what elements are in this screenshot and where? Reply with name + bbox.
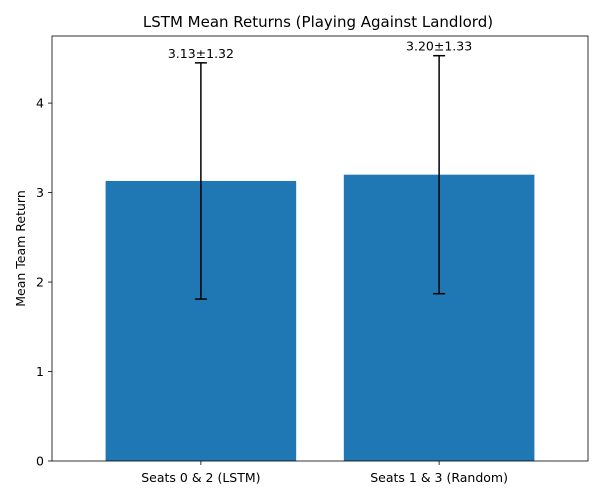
y-tick-label: 3	[36, 185, 44, 200]
x-tick-label: Seats 0 & 2 (LSTM)	[141, 470, 260, 485]
y-tick-label: 4	[36, 96, 44, 111]
x-tick-label: Seats 1 & 3 (Random)	[370, 470, 508, 485]
chart-title: LSTM Mean Returns (Playing Against Landl…	[143, 13, 493, 31]
data-label: 3.20±1.33	[406, 39, 472, 54]
y-tick-label: 0	[36, 454, 44, 469]
plot-frame	[51, 35, 589, 462]
y-axis-title: Mean Team Return	[13, 190, 28, 307]
plot-area: 3.13±1.32 Seats 0 & 2 (LSTM) 3.20±1.33 Seat…	[36, 35, 589, 485]
y-tick-label: 2	[36, 275, 44, 290]
y-tick-label: 1	[36, 364, 44, 379]
data-label: 3.13±1.32	[168, 46, 234, 61]
